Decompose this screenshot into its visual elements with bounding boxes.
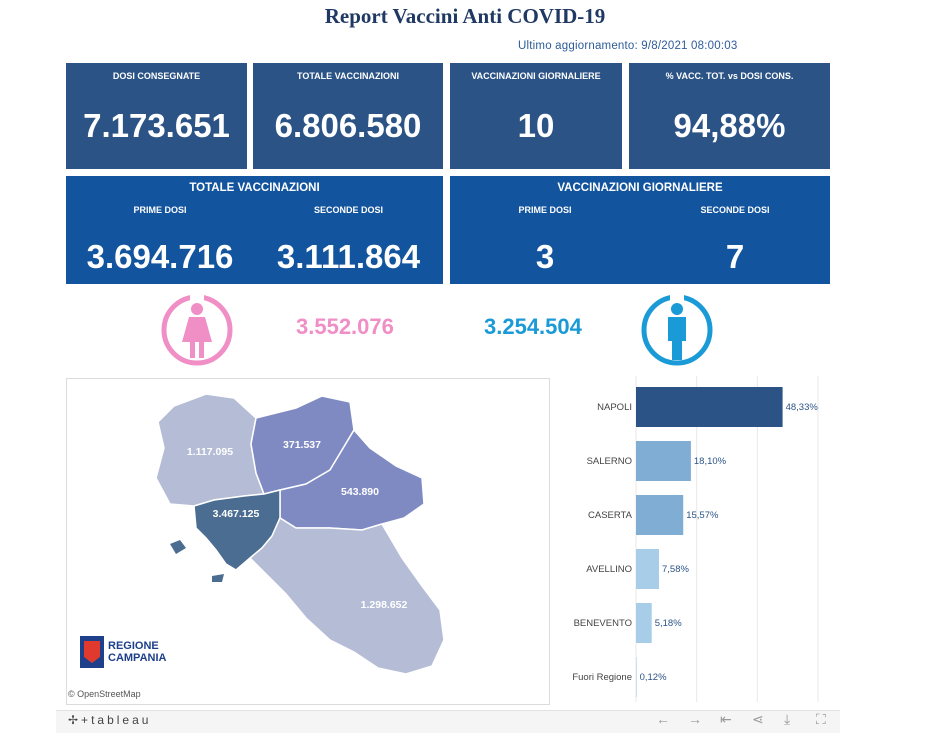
- kpi-label: TOTALE VACCINAZIONI: [297, 71, 399, 81]
- redo-icon[interactable]: →: [688, 711, 702, 727]
- kpi-label: % VACC. TOT. vs DOSI CONS.: [665, 71, 794, 81]
- female-count: 3.552.076: [296, 314, 394, 339]
- kpi-label: DOSI CONSEGNATE: [112, 71, 201, 81]
- category-label: SALERNO: [587, 456, 632, 467]
- data-label: 48,33%: [786, 402, 819, 413]
- bar-napoli: [636, 387, 783, 427]
- data-label: 0,12%: [640, 672, 667, 683]
- first-dose-value: 3.694.716: [86, 238, 234, 275]
- province-label: 1.298.652: [361, 599, 408, 611]
- campania-map[interactable]: 1.117.095 371.537 543.890 3.467.125 1.29…: [66, 378, 548, 703]
- revert-icon[interactable]: ⇤: [720, 711, 732, 727]
- kpi-label: VACCINAZIONI GIORNALIERE: [471, 71, 601, 81]
- category-label: BENEVENTO: [574, 618, 632, 629]
- province-bar-chart: NAPOLI 48,33% SALERNO 18,10% CASERTA 15,57% AV…: [572, 376, 819, 702]
- kpi-card-daily-vaccinations: VACCINAZIONI GIORNALIERE 10: [450, 63, 622, 169]
- province-label: 3.467.125: [213, 508, 260, 520]
- category-label: Fuori Regione: [572, 672, 632, 683]
- first-dose-label: PRIME DOSI: [518, 205, 572, 215]
- kpi-card-doses-delivered: DOSI CONSEGNATE 7.173.651: [66, 63, 247, 169]
- bar-salerno: [636, 441, 691, 481]
- kpi-value: 94,88%: [673, 107, 786, 144]
- page-title: Report Vaccini Anti COVID-19: [324, 4, 606, 28]
- data-label: 18,10%: [694, 456, 727, 467]
- province-label: 543.890: [341, 486, 379, 498]
- category-label: CASERTA: [588, 510, 633, 521]
- svg-text:REGIONE: REGIONE: [108, 640, 159, 652]
- map-attribution[interactable]: © OpenStreetMap: [68, 689, 141, 699]
- male-person-icon: [641, 292, 713, 366]
- province-label: 371.537: [283, 439, 321, 451]
- tableau-logo[interactable]: ✢+tableau: [68, 713, 151, 727]
- second-dose-label: SECONDE DOSI: [313, 205, 383, 215]
- bar-fuori-regione: [636, 657, 637, 697]
- kpi-value: 10: [517, 107, 555, 144]
- province-salerno: [248, 516, 445, 675]
- bar-caserta: [636, 495, 684, 535]
- island-capri: [212, 574, 224, 582]
- panel-title: TOTALE VACCINAZIONI: [189, 182, 320, 194]
- regione-campania-logo: REGIONE CAMPANIA: [80, 636, 167, 668]
- second-dose-value: 3.111.864: [276, 238, 421, 275]
- share-icon[interactable]: ⋖: [752, 711, 764, 727]
- kpi-card-total-vaccinations: TOTALE VACCINAZIONI 6.806.580: [253, 63, 443, 169]
- data-label: 5,18%: [655, 618, 682, 629]
- province-label: 1.117.095: [187, 446, 233, 458]
- tableau-toolbar: [56, 710, 840, 733]
- bar-benevento: [636, 603, 652, 643]
- kpi-value: 7.173.651: [83, 107, 230, 144]
- last-updated: Ultimo aggiornamento: 9/8/2021 08:00:03: [518, 40, 738, 52]
- kpi-card-percent-vaccinated: % VACC. TOT. vs DOSI CONS. 94,88%: [629, 63, 830, 169]
- second-dose-value: 7: [725, 238, 745, 275]
- second-dose-label: SECONDE DOSI: [700, 205, 770, 215]
- tableau-brand: tableau: [91, 713, 152, 727]
- kpi-value: 6.806.580: [274, 107, 422, 144]
- fullscreen-icon[interactable]: ⛶: [816, 711, 826, 727]
- female-person-icon: [161, 292, 233, 366]
- data-label: 15,57%: [686, 510, 719, 521]
- bar-avellino: [636, 549, 659, 589]
- undo-icon[interactable]: ←: [656, 711, 670, 727]
- totals-panel: TOTALE VACCINAZIONI PRIME DOSI SECONDE D…: [66, 176, 443, 284]
- download-icon[interactable]: ⤓: [784, 711, 791, 727]
- data-label: 7,58%: [662, 564, 689, 575]
- first-dose-value: 3: [535, 238, 555, 275]
- panel-title: VACCINAZIONI GIORNALIERE: [557, 182, 723, 194]
- daily-panel: VACCINAZIONI GIORNALIERE PRIME DOSI SECO…: [450, 176, 830, 284]
- tableau-plus-icon: ✢+: [68, 713, 92, 727]
- category-label: NAPOLI: [597, 402, 632, 413]
- svg-text:CAMPANIA: CAMPANIA: [108, 652, 167, 664]
- first-dose-label: PRIME DOSI: [133, 205, 187, 215]
- category-label: AVELLINO: [586, 564, 632, 575]
- island-ischia: [170, 540, 186, 554]
- male-count: 3.254.504: [484, 314, 582, 339]
